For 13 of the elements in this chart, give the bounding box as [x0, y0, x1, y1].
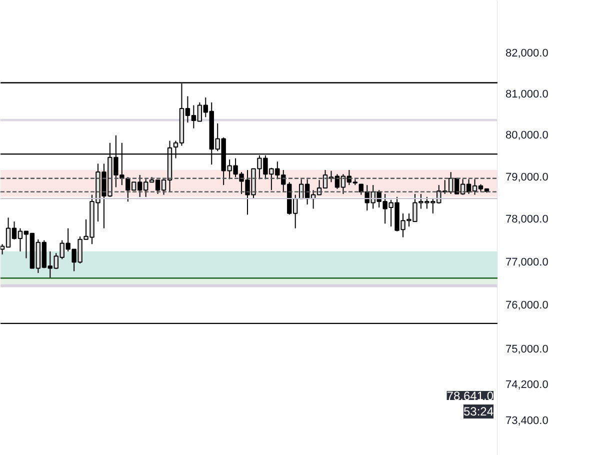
y-tick-label: 81,000.0: [506, 88, 548, 100]
y-tick-label: 78,000.0: [506, 214, 548, 226]
y-tick-label: 79,000.0: [506, 171, 548, 184]
y-tick-label: 77,000.0: [506, 256, 548, 268]
candlestick: [358, 184, 364, 196]
annotation: 78,641.0: [446, 389, 494, 403]
annotation: 53:24: [463, 404, 494, 418]
y-tick-label: 74,200.0: [506, 379, 548, 392]
y-tick-label: 80,000.0: [506, 130, 548, 142]
y-tick-label: 76,000.0: [506, 300, 548, 312]
y-tick-label: 73,400.0: [506, 415, 548, 428]
y-tick-label: 82,000.0: [506, 48, 548, 60]
y-tick-label: 75,000.0: [506, 344, 548, 356]
